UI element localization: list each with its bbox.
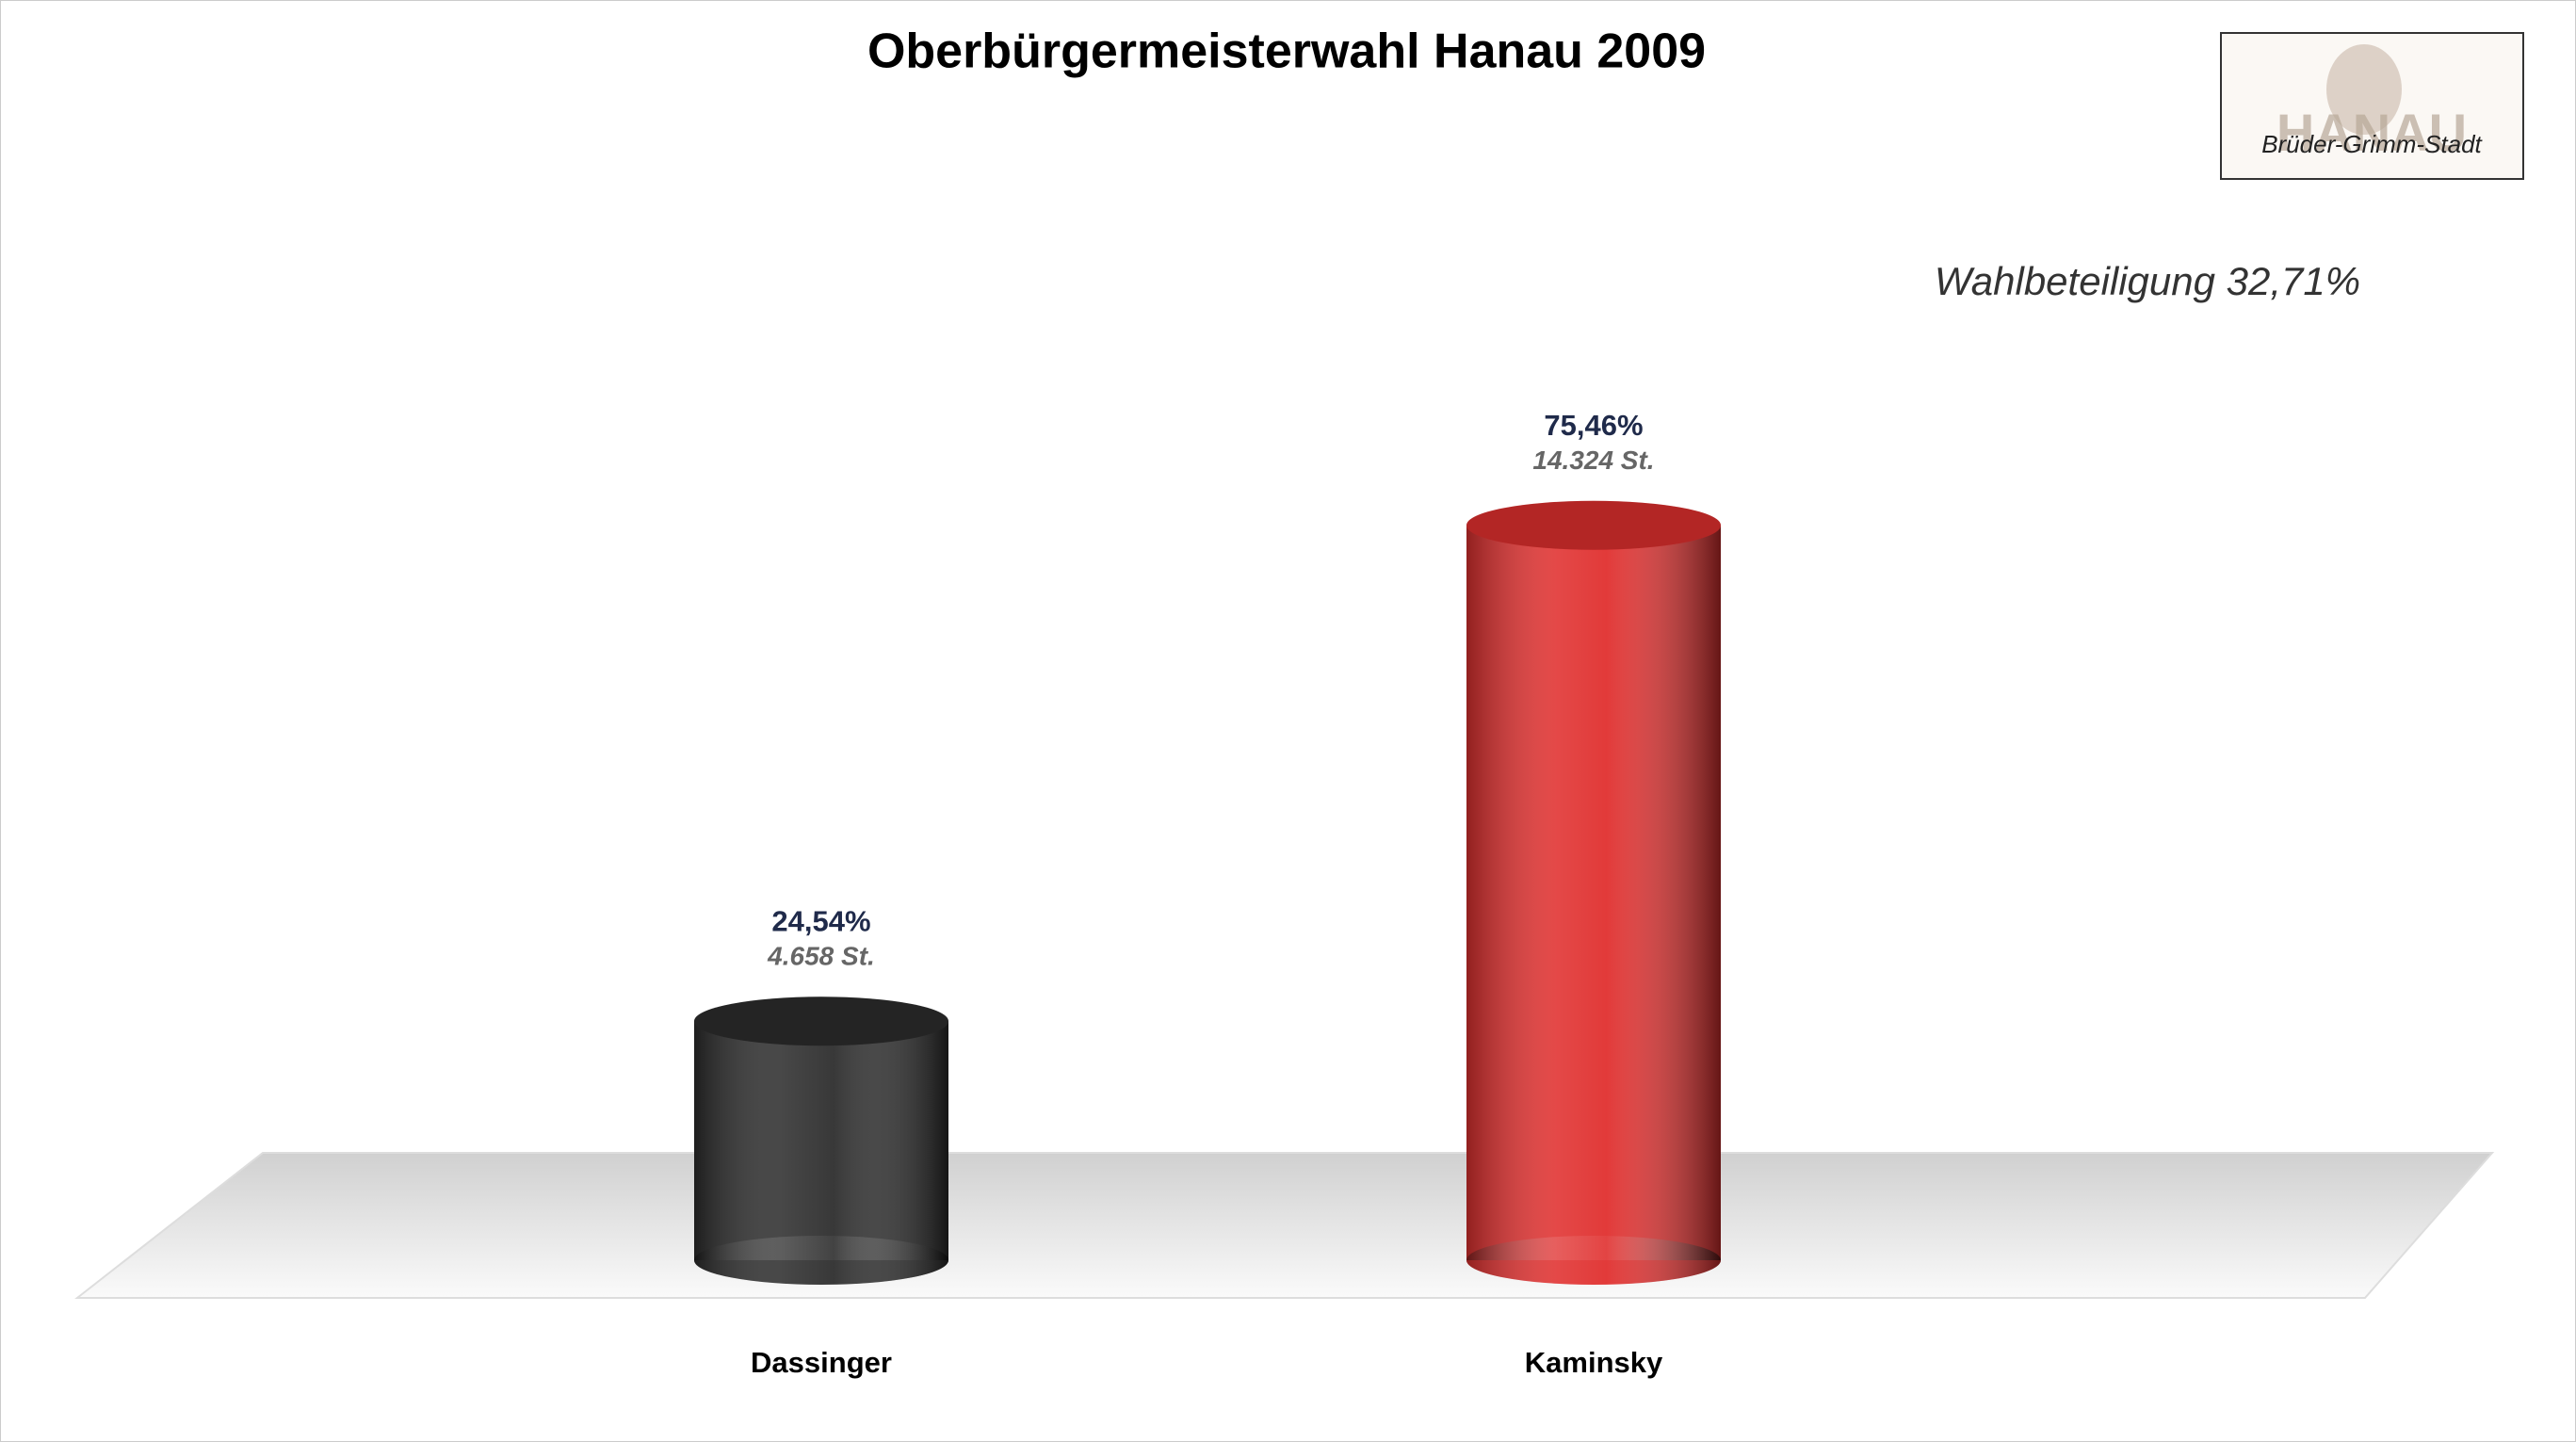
- annotation: Wahlbeteiligung 32,71%: [1935, 259, 2360, 303]
- bar-bottom-shade: [694, 1236, 948, 1285]
- bar-shade: [694, 1021, 948, 1260]
- bar-shade: [1466, 525, 1721, 1260]
- logo-subtitle: Brüder-Grimm-Stadt: [2261, 130, 2483, 158]
- bar-top-shade: [1466, 500, 1721, 550]
- vote-label: 4.658 St.: [767, 942, 875, 971]
- chart-title: Oberbürgermeisterwahl Hanau 2009: [867, 24, 1706, 79]
- bar-top: [694, 996, 948, 1046]
- floor: [74, 1152, 2495, 1299]
- bar-bottom-shade: [1466, 1236, 1721, 1285]
- vote-label: 14.324 St.: [1532, 446, 1654, 475]
- x-tick-label: Kaminsky: [1525, 1346, 1663, 1379]
- value-label: 75,46%: [1544, 409, 1643, 442]
- x-tick-label: Dassinger: [751, 1346, 892, 1379]
- value-label: 24,54%: [771, 904, 870, 937]
- logo: HANAU Brüder-Grimm-Stadt: [2220, 32, 2524, 180]
- bar-top-shade: [694, 996, 948, 1046]
- logo-portrait: [2326, 44, 2402, 135]
- bar-top: [1466, 500, 1721, 550]
- logo-title: HANAU: [2276, 103, 2467, 162]
